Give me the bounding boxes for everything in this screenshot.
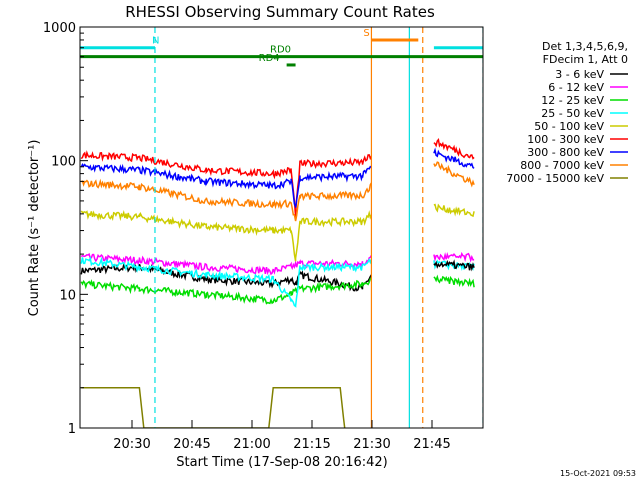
x-axis-label: Start Time (17-Sep-08 20:16:42) <box>176 455 387 470</box>
legend-label-3: 25 - 50 keV <box>541 107 604 120</box>
series-line-post-7 <box>433 274 475 288</box>
series-line-0 <box>80 262 373 292</box>
series-line-post-2 <box>433 161 475 188</box>
legend-header-0: Det 1,3,4,5,6,9, <box>542 40 628 53</box>
x-tick-label-0: 20:30 <box>113 437 150 452</box>
series-line-post-3 <box>433 203 475 218</box>
generated-timestamp: 15-Oct-2021 09:53 <box>560 469 636 478</box>
plot-frame <box>79 26 484 429</box>
series-line-2 <box>80 277 372 305</box>
legend-label-2: 12 - 25 keV <box>541 94 604 107</box>
x-tick-label-2: 21:00 <box>233 437 270 452</box>
y-tick-label-3: 1000 <box>43 21 76 36</box>
series-line-post-4 <box>433 251 475 263</box>
legend-label-0: 3 - 6 keV <box>555 68 604 81</box>
y-tick-label-0: 1 <box>68 422 76 437</box>
legend-label-4: 50 - 100 keV <box>534 120 604 133</box>
legend-label-5: 100 - 300 keV <box>527 133 604 146</box>
state-bar-label-0: N <box>152 36 159 47</box>
legend-label-7: 800 - 7000 keV <box>520 159 604 172</box>
legend-label-6: 300 - 800 keV <box>527 146 604 159</box>
series-line-5 <box>80 150 373 218</box>
y-axis-label: Count Rate (s⁻¹ detector⁻¹) <box>27 140 42 317</box>
series-line-8 <box>81 387 346 428</box>
x-tick-label-4: 21:30 <box>353 437 390 452</box>
x-tick-label-1: 20:45 <box>173 437 210 452</box>
series-line-7 <box>81 178 373 222</box>
y-tick-label-1: 10 <box>59 288 76 303</box>
legend-header-1: FDecim 1, Att 0 <box>543 53 628 66</box>
series-line-post-6 <box>433 259 475 272</box>
state-bar-label-4: RD4 <box>259 53 280 64</box>
series-line-1 <box>80 252 373 276</box>
legend-label-8: 7000 - 15000 keV <box>506 172 604 185</box>
series-line-3 <box>80 255 373 308</box>
x-tick-label-5: 21:45 <box>413 437 450 452</box>
state-bar-label-2: S <box>363 28 369 39</box>
series-line-4 <box>80 209 373 262</box>
legend-label-1: 6 - 12 keV <box>548 81 604 94</box>
chart-title: RHESSI Observing Summary Count Rates <box>125 3 435 21</box>
state-bar-label-3: RD0 <box>270 45 291 56</box>
series-line-post-1 <box>433 147 475 169</box>
series-line-6 <box>80 162 372 208</box>
y-tick-label-2: 100 <box>51 155 76 170</box>
x-tick-label-3: 21:15 <box>293 437 330 452</box>
series-line-post-0 <box>433 138 475 160</box>
